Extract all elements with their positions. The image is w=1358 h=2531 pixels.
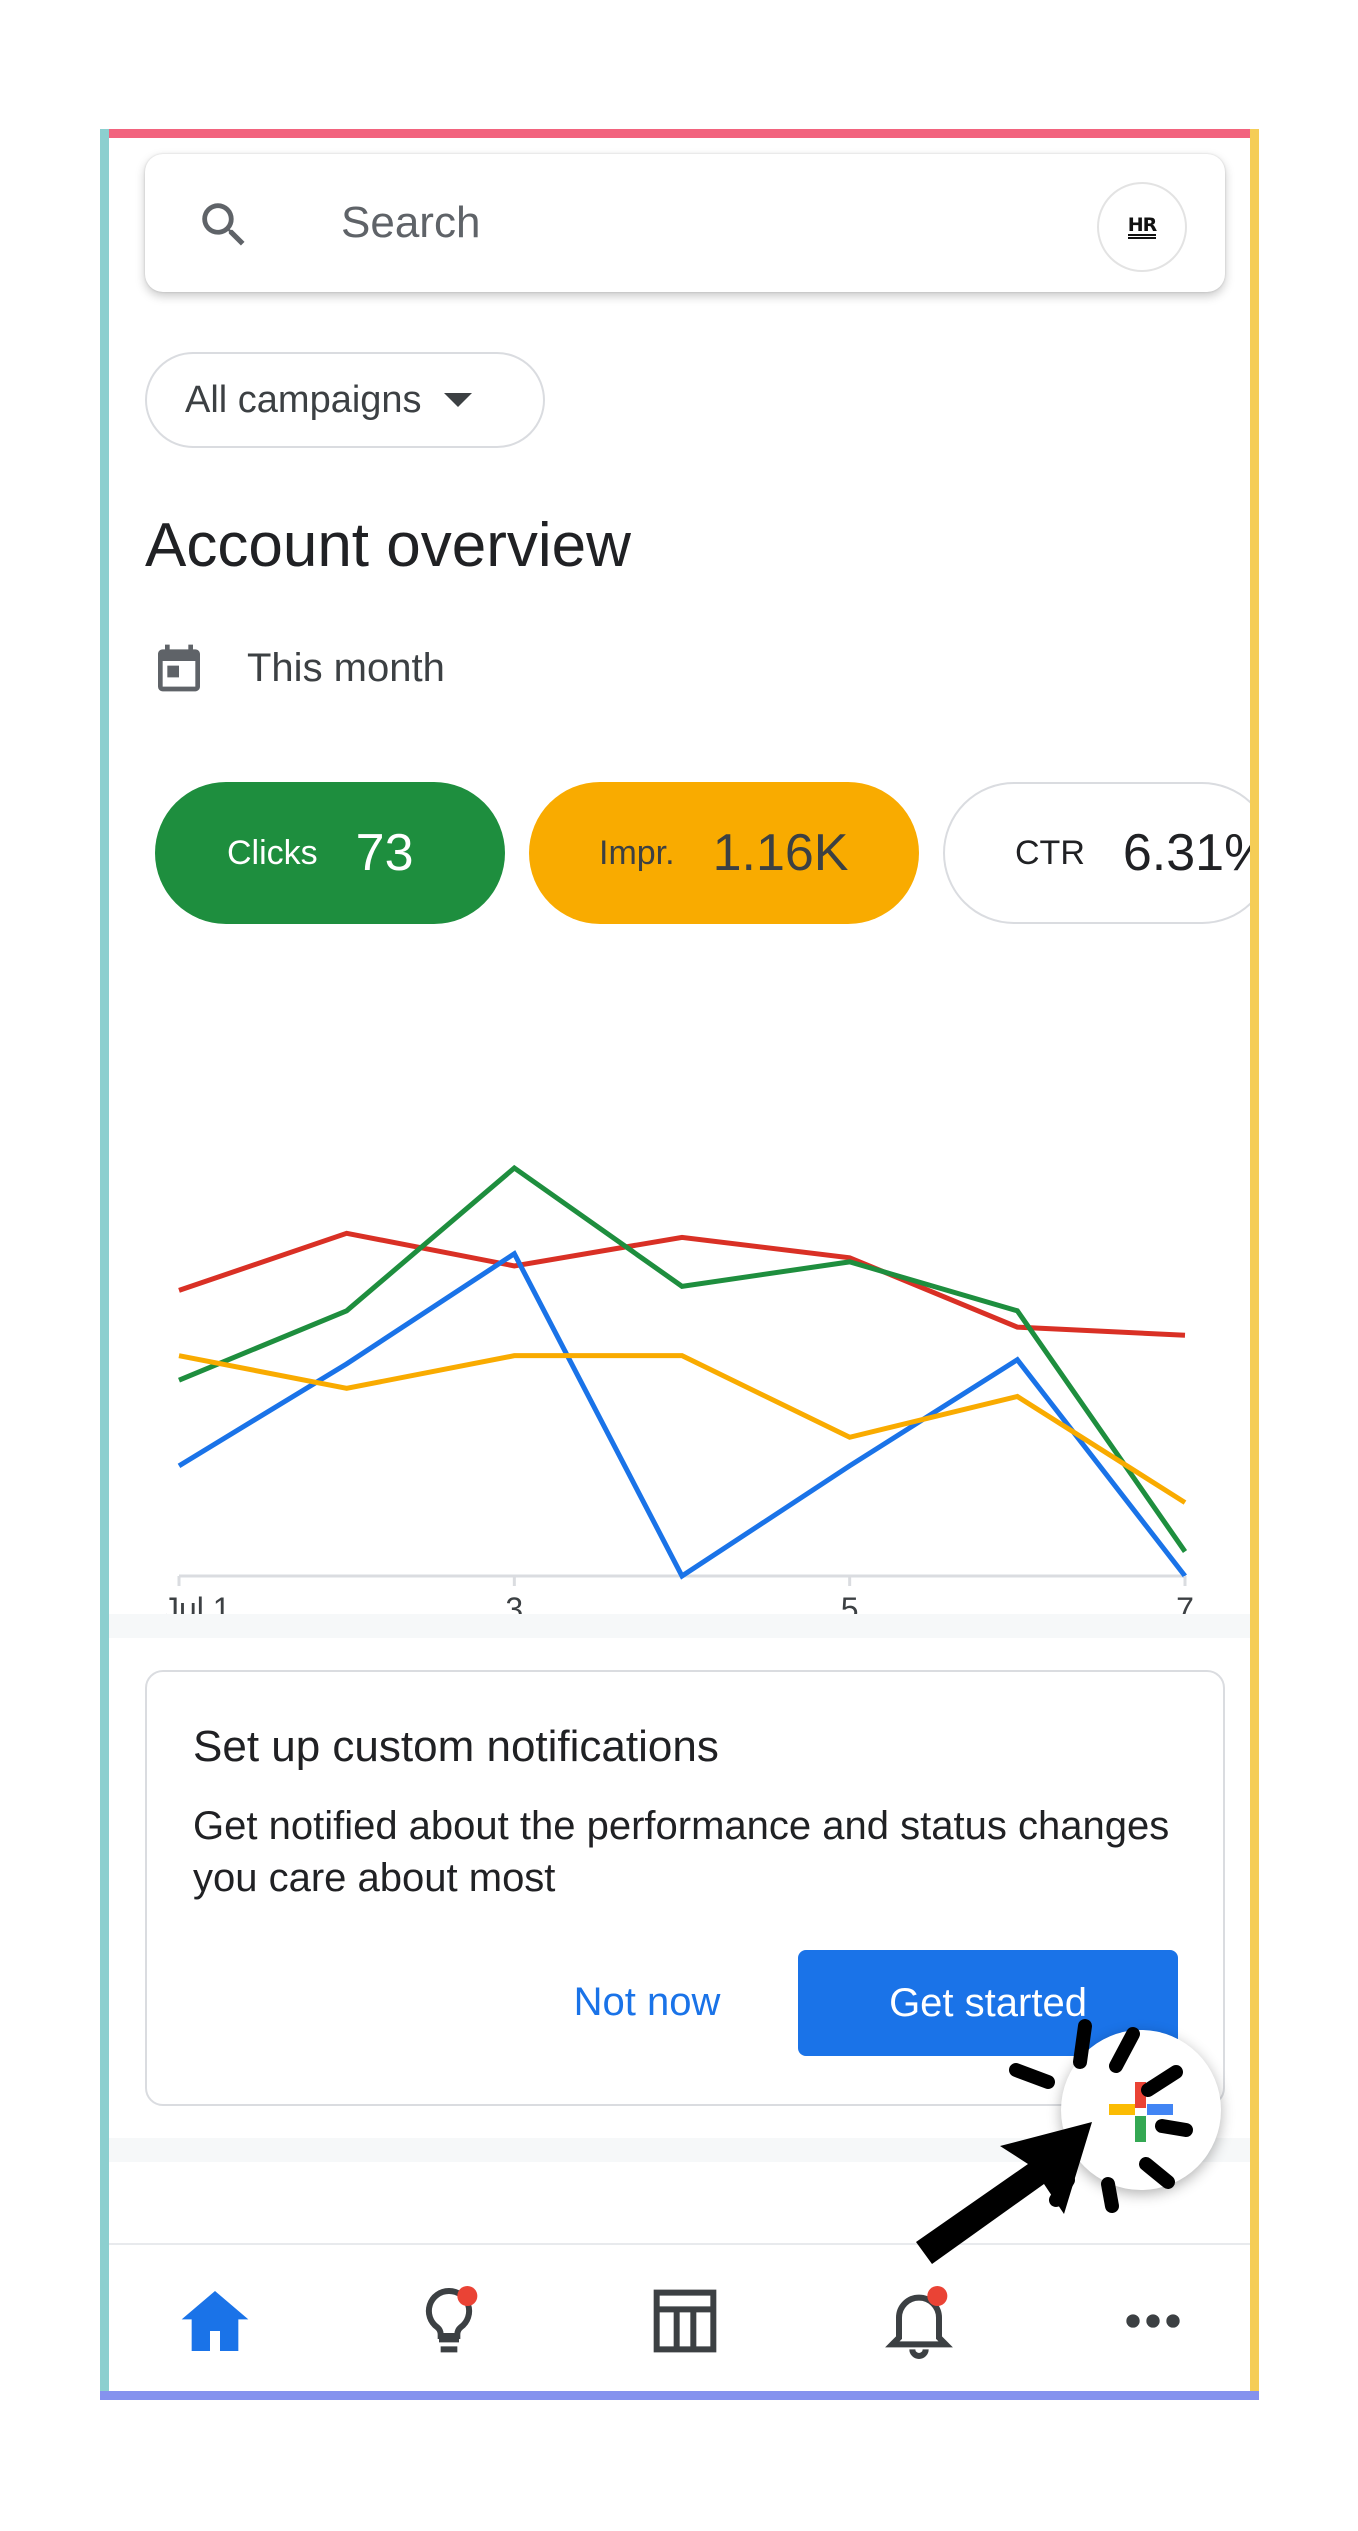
notification-badge (927, 2286, 948, 2306)
notifications-card: Set up custom notifications Get notified… (145, 1670, 1225, 2106)
bell-icon[interactable] (879, 2281, 959, 2361)
table-icon[interactable] (645, 2281, 725, 2361)
search-icon (202, 203, 245, 246)
calendar-icon (158, 644, 200, 692)
metric-label: CTR (1015, 833, 1085, 872)
metric-value: 6.31% (1122, 824, 1250, 882)
page-title: Account overview (145, 511, 631, 580)
metric-value: 1.16K (712, 824, 849, 882)
not-now-button[interactable]: Not now (573, 1979, 721, 2024)
metric-label: Clicks (227, 833, 318, 872)
campaign-filter-label: All campaigns (185, 378, 422, 421)
series-line-2 (177, 1250, 1187, 1580)
more-horiz-icon[interactable] (1113, 2281, 1193, 2361)
dropdown-arrow-icon (443, 393, 472, 407)
metric-chip-ctr[interactable]: CTR 6.31% (943, 782, 1250, 924)
section-divider (109, 1614, 1250, 1638)
card-body: Get notified about the performance and s… (193, 1804, 1170, 1900)
search-input[interactable]: Search (341, 198, 481, 247)
metric-value: 73 (355, 824, 414, 882)
home-icon[interactable] (175, 2281, 255, 2361)
metric-label: Impr. (599, 833, 675, 872)
bottom-navigation (109, 2243, 1250, 2391)
notification-badge (457, 2286, 478, 2306)
frame-top (100, 129, 1259, 138)
card-title: Set up custom notifications (193, 1722, 719, 1771)
series-line-3 (178, 1353, 1187, 1505)
avatar[interactable]: HR (1097, 182, 1187, 272)
frame-left (100, 129, 109, 2400)
plus-icon (1109, 2082, 1173, 2142)
series-line-0 (178, 1230, 1186, 1338)
create-fab[interactable] (1061, 2030, 1221, 2190)
metric-chip-impressions[interactable]: Impr. 1.16K (529, 782, 919, 924)
metric-chip-clicks[interactable]: Clicks 73 (155, 782, 505, 924)
campaign-filter-chip[interactable]: All campaigns (145, 352, 545, 448)
series-line-1 (178, 1164, 1188, 1553)
date-range-selector[interactable]: This month (151, 636, 445, 700)
frame-right (1250, 129, 1259, 2400)
app-screen: Search HR All campaigns Account overview… (109, 138, 1250, 2391)
search-bar[interactable]: Search HR (145, 154, 1225, 292)
date-range-label: This month (247, 645, 445, 690)
frame-bottom (100, 2391, 1259, 2400)
lightbulb-icon[interactable] (409, 2281, 489, 2361)
avatar-text: HR (1127, 215, 1157, 239)
